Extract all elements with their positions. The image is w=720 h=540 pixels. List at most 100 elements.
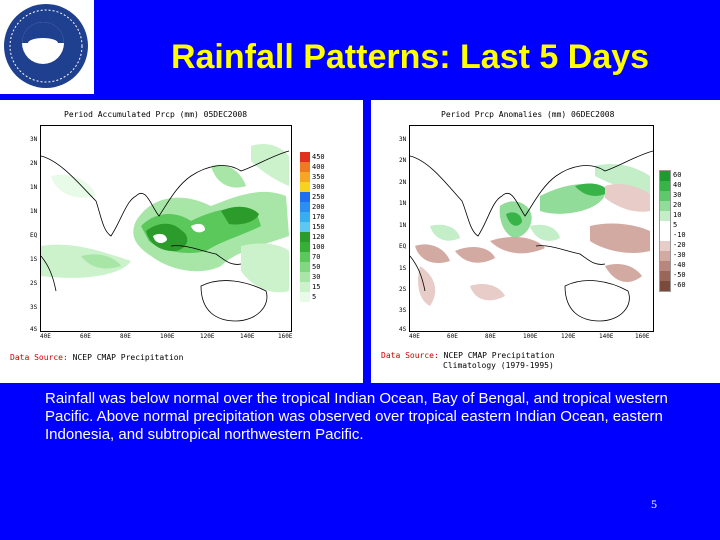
- left-colorbar-label: 120: [312, 233, 325, 241]
- left-colorbar-label: 350: [312, 173, 325, 181]
- right-colorbar-labels: 60 40 30 20 10 5 -10 -20 -30 -40 -50 -60: [673, 170, 686, 290]
- left-colorbar-swatch: [300, 292, 310, 302]
- left-lat-label: 3S: [30, 304, 38, 311]
- right-colorbar-swatch: [660, 241, 670, 251]
- left-lat-label: 2S: [30, 280, 38, 287]
- logo-center: [22, 22, 64, 64]
- left-data-source: Data Source: NCEP CMAP Precipitation: [10, 353, 183, 362]
- right-colorbar-swatch: [660, 251, 670, 261]
- left-colorbar-label: 300: [312, 183, 325, 191]
- left-colorbar-labels: 450 400 350 300 250 200 170 150 120 100 70 50 30 15 5: [312, 152, 325, 302]
- right-colorbar: [659, 170, 671, 292]
- left-colorbar-swatch: [300, 252, 310, 262]
- left-colorbar-label: 400: [312, 163, 325, 171]
- right-colorbar-swatch: [660, 181, 670, 191]
- left-lon-label: 60E: [80, 333, 91, 340]
- right-data-source: Data Source: NCEP CMAP Precipitation: [381, 351, 554, 360]
- left-lon-label: 80E: [120, 333, 131, 340]
- left-lat-label: 1N: [30, 208, 38, 215]
- left-colorbar-label: 200: [312, 203, 325, 211]
- right-colorbar-swatch: [660, 211, 670, 221]
- left-map-title: Period Accumulated Prcp (mm) 05DEC2008: [64, 110, 248, 119]
- right-lon-label: 80E: [485, 333, 496, 340]
- left-lat-label: 1N: [30, 184, 38, 191]
- left-colorbar-label: 15: [312, 283, 321, 291]
- right-lat-label: 1N: [399, 222, 407, 229]
- logo-bird-icon: [28, 38, 58, 48]
- right-lat-label: 1S: [399, 265, 407, 272]
- right-source-label: Data Source:: [381, 351, 439, 360]
- right-lon-label: 140E: [599, 333, 614, 340]
- right-lon-label: 100E: [523, 333, 538, 340]
- body-text: Rainfall was below normal over the tropi…: [45, 390, 668, 443]
- right-colorbar-swatch: [660, 191, 670, 201]
- left-map-plot: [40, 125, 292, 332]
- left-colorbar-swatch: [300, 232, 310, 242]
- left-colorbar-label: 170: [312, 213, 325, 221]
- right-lat-label: 2N: [399, 179, 407, 186]
- logo-sky: [22, 22, 64, 43]
- left-colorbar-swatch: [300, 212, 310, 222]
- left-lat-label: EQ: [30, 232, 38, 239]
- left-lon-label: 100E: [160, 333, 175, 340]
- left-colorbar-label: 450: [312, 153, 325, 161]
- right-lat-label: 4S: [399, 326, 407, 333]
- right-colorbar-label: 5: [673, 221, 678, 229]
- right-lat-label: 2N: [399, 157, 407, 164]
- left-colorbar-swatch: [300, 242, 310, 252]
- right-colorbar-label: -40: [673, 261, 686, 269]
- left-colorbar-swatch: [300, 152, 310, 162]
- right-source-value-2: Climatology (1979-1995): [443, 361, 554, 370]
- right-data-climatology: Climatology (1979-1995): [443, 361, 554, 370]
- left-colorbar-label: 70: [312, 253, 321, 261]
- left-colorbar-swatch: [300, 172, 310, 182]
- right-colorbar-label: 20: [673, 201, 682, 209]
- left-lat-label: 4S: [30, 326, 38, 333]
- left-lon-label: 120E: [200, 333, 215, 340]
- right-colorbar-label: -30: [673, 251, 686, 259]
- right-colorbar-label: 60: [673, 171, 682, 179]
- logo-text: NOAA: [32, 28, 61, 38]
- left-source-value: NCEP CMAP Precipitation: [72, 353, 184, 362]
- right-lon-label: 160E: [635, 333, 650, 340]
- left-colorbar-swatch: [300, 272, 310, 282]
- left-colorbar-label: 150: [312, 223, 325, 231]
- right-colorbar-label: -60: [673, 281, 686, 289]
- left-lat-label: 3N: [30, 136, 38, 143]
- right-lat-label: 3N: [399, 136, 407, 143]
- right-colorbar-label: -50: [673, 271, 686, 279]
- right-lat-label: 2S: [399, 286, 407, 293]
- left-map-panel: Period Accumulated Prcp (mm) 05DEC2008 3…: [0, 100, 363, 383]
- right-colorbar-swatch: [660, 271, 670, 281]
- right-lat-label: EQ: [399, 243, 407, 250]
- left-lon-label: 140E: [240, 333, 255, 340]
- left-colorbar-label: 250: [312, 193, 325, 201]
- right-colorbar-label: 10: [673, 211, 682, 219]
- right-map-panel: Period Prcp Anomalies (mm) 06DEC2008: [371, 100, 720, 383]
- left-colorbar-swatch: [300, 262, 310, 272]
- right-colorbar-swatch: [660, 231, 670, 241]
- left-map-svg: [41, 144, 290, 322]
- noaa-logo: NOAA: [0, 0, 94, 94]
- logo-ring-text-icon: [9, 9, 83, 83]
- right-colorbar-swatch: [660, 171, 670, 181]
- right-colorbar-swatch: [660, 221, 670, 231]
- left-colorbar-swatch: [300, 202, 310, 212]
- left-colorbar: [300, 152, 310, 302]
- left-colorbar-swatch: [300, 282, 310, 292]
- left-colorbar-label: 50: [312, 263, 321, 271]
- right-colorbar-label: -20: [673, 241, 686, 249]
- left-lon-label: 160E: [278, 333, 293, 340]
- left-colorbar-label: 30: [312, 273, 321, 281]
- right-colorbar-swatch: [660, 201, 670, 211]
- right-colorbar-swatch: [660, 261, 670, 271]
- page-number: 5: [651, 497, 657, 511]
- right-lat-label: 1N: [399, 200, 407, 207]
- right-map-svg: [410, 150, 653, 322]
- right-colorbar-label: 40: [673, 181, 682, 189]
- left-colorbar-swatch: [300, 222, 310, 232]
- right-lat-label: 3S: [399, 307, 407, 314]
- slide-title: Rainfall Patterns: Last 5 Days: [170, 38, 650, 76]
- left-lat-label: 2N: [30, 160, 38, 167]
